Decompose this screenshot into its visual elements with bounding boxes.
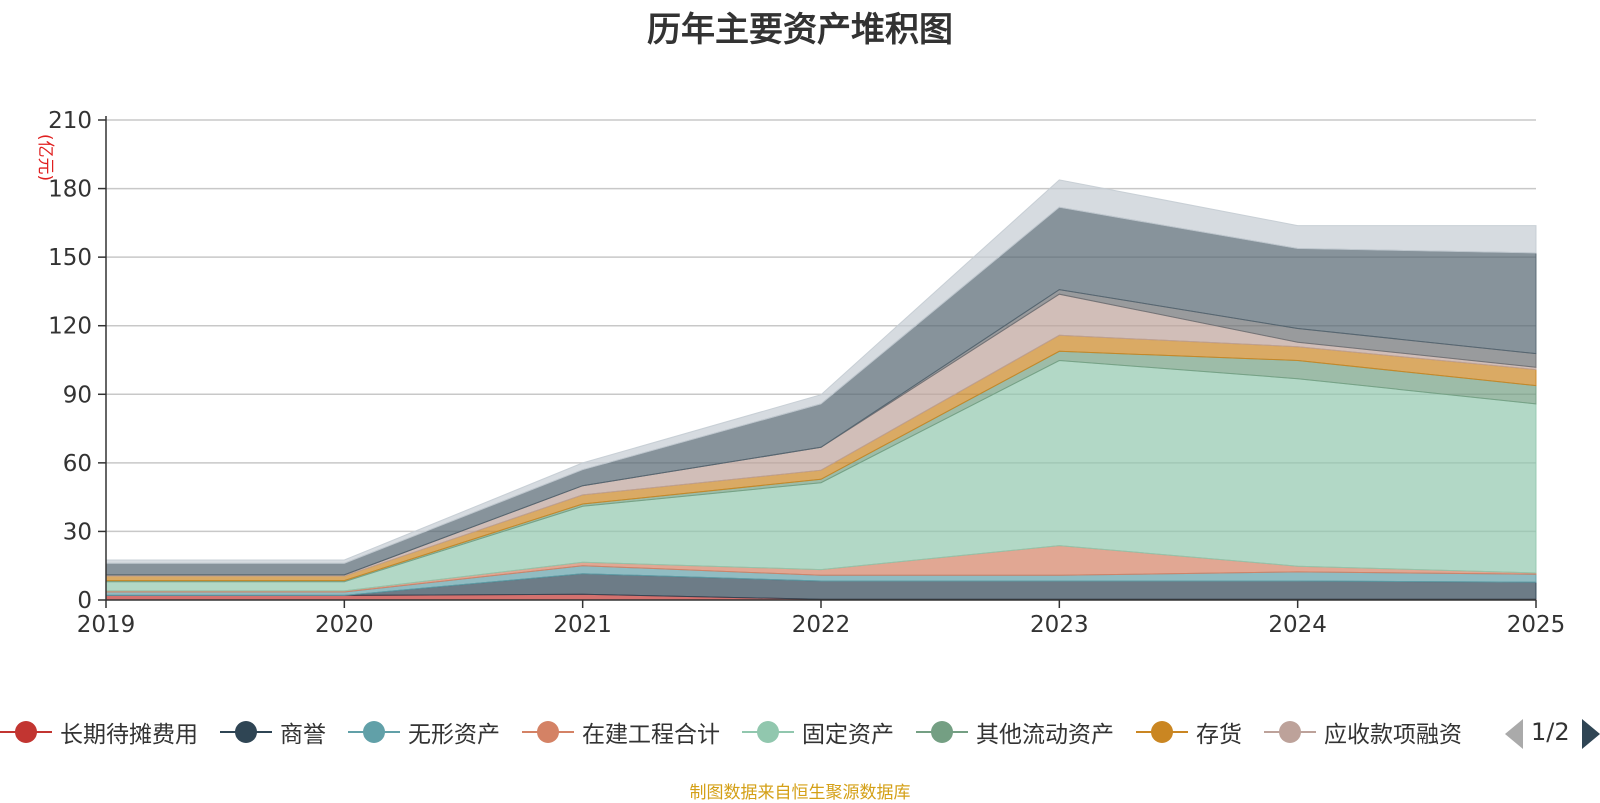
area-其他 xyxy=(105,179,1537,564)
legend-item[interactable]: 应收款项融资 xyxy=(1264,712,1462,752)
legend-label: 商誉 xyxy=(280,722,326,748)
y-tick-label: 60 xyxy=(63,451,92,477)
legend-label: 固定资产 xyxy=(802,722,894,748)
x-tick-label: 2019 xyxy=(77,612,136,638)
x-tick-label: 2021 xyxy=(553,612,612,638)
x-tick-label: 2022 xyxy=(792,612,851,638)
legend-pager: 1/2 xyxy=(1500,716,1600,752)
legend-next-page-icon[interactable] xyxy=(1582,719,1600,749)
y-tick-label: 30 xyxy=(63,519,92,545)
y-tick-label: 0 xyxy=(77,588,92,614)
legend-label: 无形资产 xyxy=(408,722,500,748)
legend-marker-icon xyxy=(348,720,400,744)
area-series xyxy=(105,179,1537,601)
legend-label: 长期待摊费用 xyxy=(60,722,198,748)
legend-item[interactable]: 其他流动资产 xyxy=(916,712,1114,752)
y-tick-label: 90 xyxy=(63,382,92,408)
x-tick-label: 2020 xyxy=(315,612,374,638)
x-tick-label: 2023 xyxy=(1030,612,1089,638)
chart-title: 历年主要资产堆积图 xyxy=(647,10,953,50)
data-source-footer: 制图数据来自恒生聚源数据库 xyxy=(689,783,911,803)
x-tick-label: 2025 xyxy=(1507,612,1566,638)
legend-marker-icon xyxy=(1264,720,1316,744)
legend-item[interactable]: 无形资产 xyxy=(348,712,500,752)
legend-label: 在建工程合计 xyxy=(582,722,720,748)
legend-marker-icon xyxy=(0,720,52,744)
y-tick-label: 120 xyxy=(48,314,92,340)
legend-marker-icon xyxy=(1136,720,1188,744)
x-tick-label: 2024 xyxy=(1268,612,1327,638)
legend-item[interactable]: 固定资产 xyxy=(742,712,894,752)
y-tick-label: 150 xyxy=(48,245,92,271)
legend-item[interactable]: 商誉 xyxy=(220,712,326,752)
legend-label: 其他流动资产 xyxy=(976,722,1114,748)
y-tick-label: 180 xyxy=(48,177,92,203)
legend-marker-icon xyxy=(742,720,794,744)
legend: 长期待摊费用 商誉 无形资产 在建工程合计 固定资产 其他流动资产 存货 应收款项融资 xyxy=(0,712,1500,752)
legend-page-indicator: 1/2 xyxy=(1531,718,1570,746)
legend-marker-icon xyxy=(220,720,272,744)
legend-label: 存货 xyxy=(1196,722,1242,748)
legend-label: 应收款项融资 xyxy=(1324,722,1462,748)
legend-item[interactable]: 长期待摊费用 xyxy=(0,712,198,752)
legend-marker-icon xyxy=(916,720,968,744)
legend-item[interactable]: 存货 xyxy=(1136,712,1242,752)
axes: 0 30 60 90 120 150 180 210 2019 2020 2021 2022 2023 2… xyxy=(48,108,1565,638)
legend-item[interactable]: 在建工程合计 xyxy=(522,712,720,752)
legend-prev-page-icon[interactable] xyxy=(1505,719,1523,749)
y-tick-label: 210 xyxy=(48,108,92,134)
legend-marker-icon xyxy=(522,720,574,744)
